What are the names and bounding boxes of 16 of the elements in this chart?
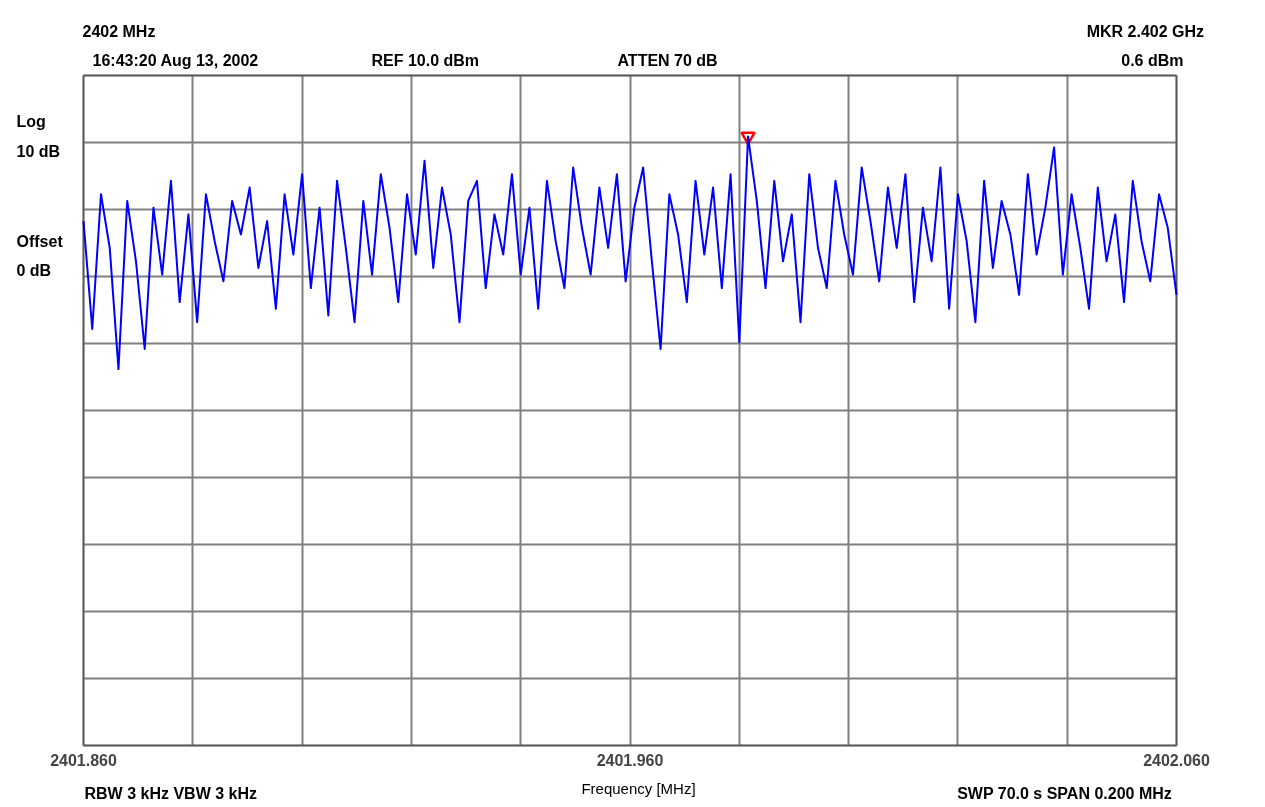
x-axis-title: Frequency [MHz] bbox=[581, 780, 696, 797]
text: 10 dB bbox=[16, 143, 61, 160]
x-tick-label: 2401.960 bbox=[596, 751, 664, 769]
chart-title: 2402 MHz bbox=[82, 23, 156, 40]
text: 16:43:20 Aug 13, 2002 bbox=[92, 52, 259, 69]
text: Offset bbox=[16, 233, 64, 250]
text: MKR 2.402 GHz bbox=[1086, 23, 1205, 40]
text: SWP 70.0 s SPAN 0.200 MHz bbox=[957, 785, 1172, 802]
text: Log bbox=[16, 113, 46, 130]
text: REF 10.0 dBm bbox=[371, 52, 480, 69]
text: RBW 3 kHz VBW 3 kHz bbox=[84, 785, 257, 802]
text: ATTEN 70 dB bbox=[617, 52, 718, 69]
text: 0.6 dBm bbox=[1121, 52, 1184, 69]
text: 0 dB bbox=[16, 262, 52, 279]
x-tick-label: 2401.860 bbox=[50, 751, 117, 769]
x-tick-label: 2402.060 bbox=[1143, 751, 1210, 769]
